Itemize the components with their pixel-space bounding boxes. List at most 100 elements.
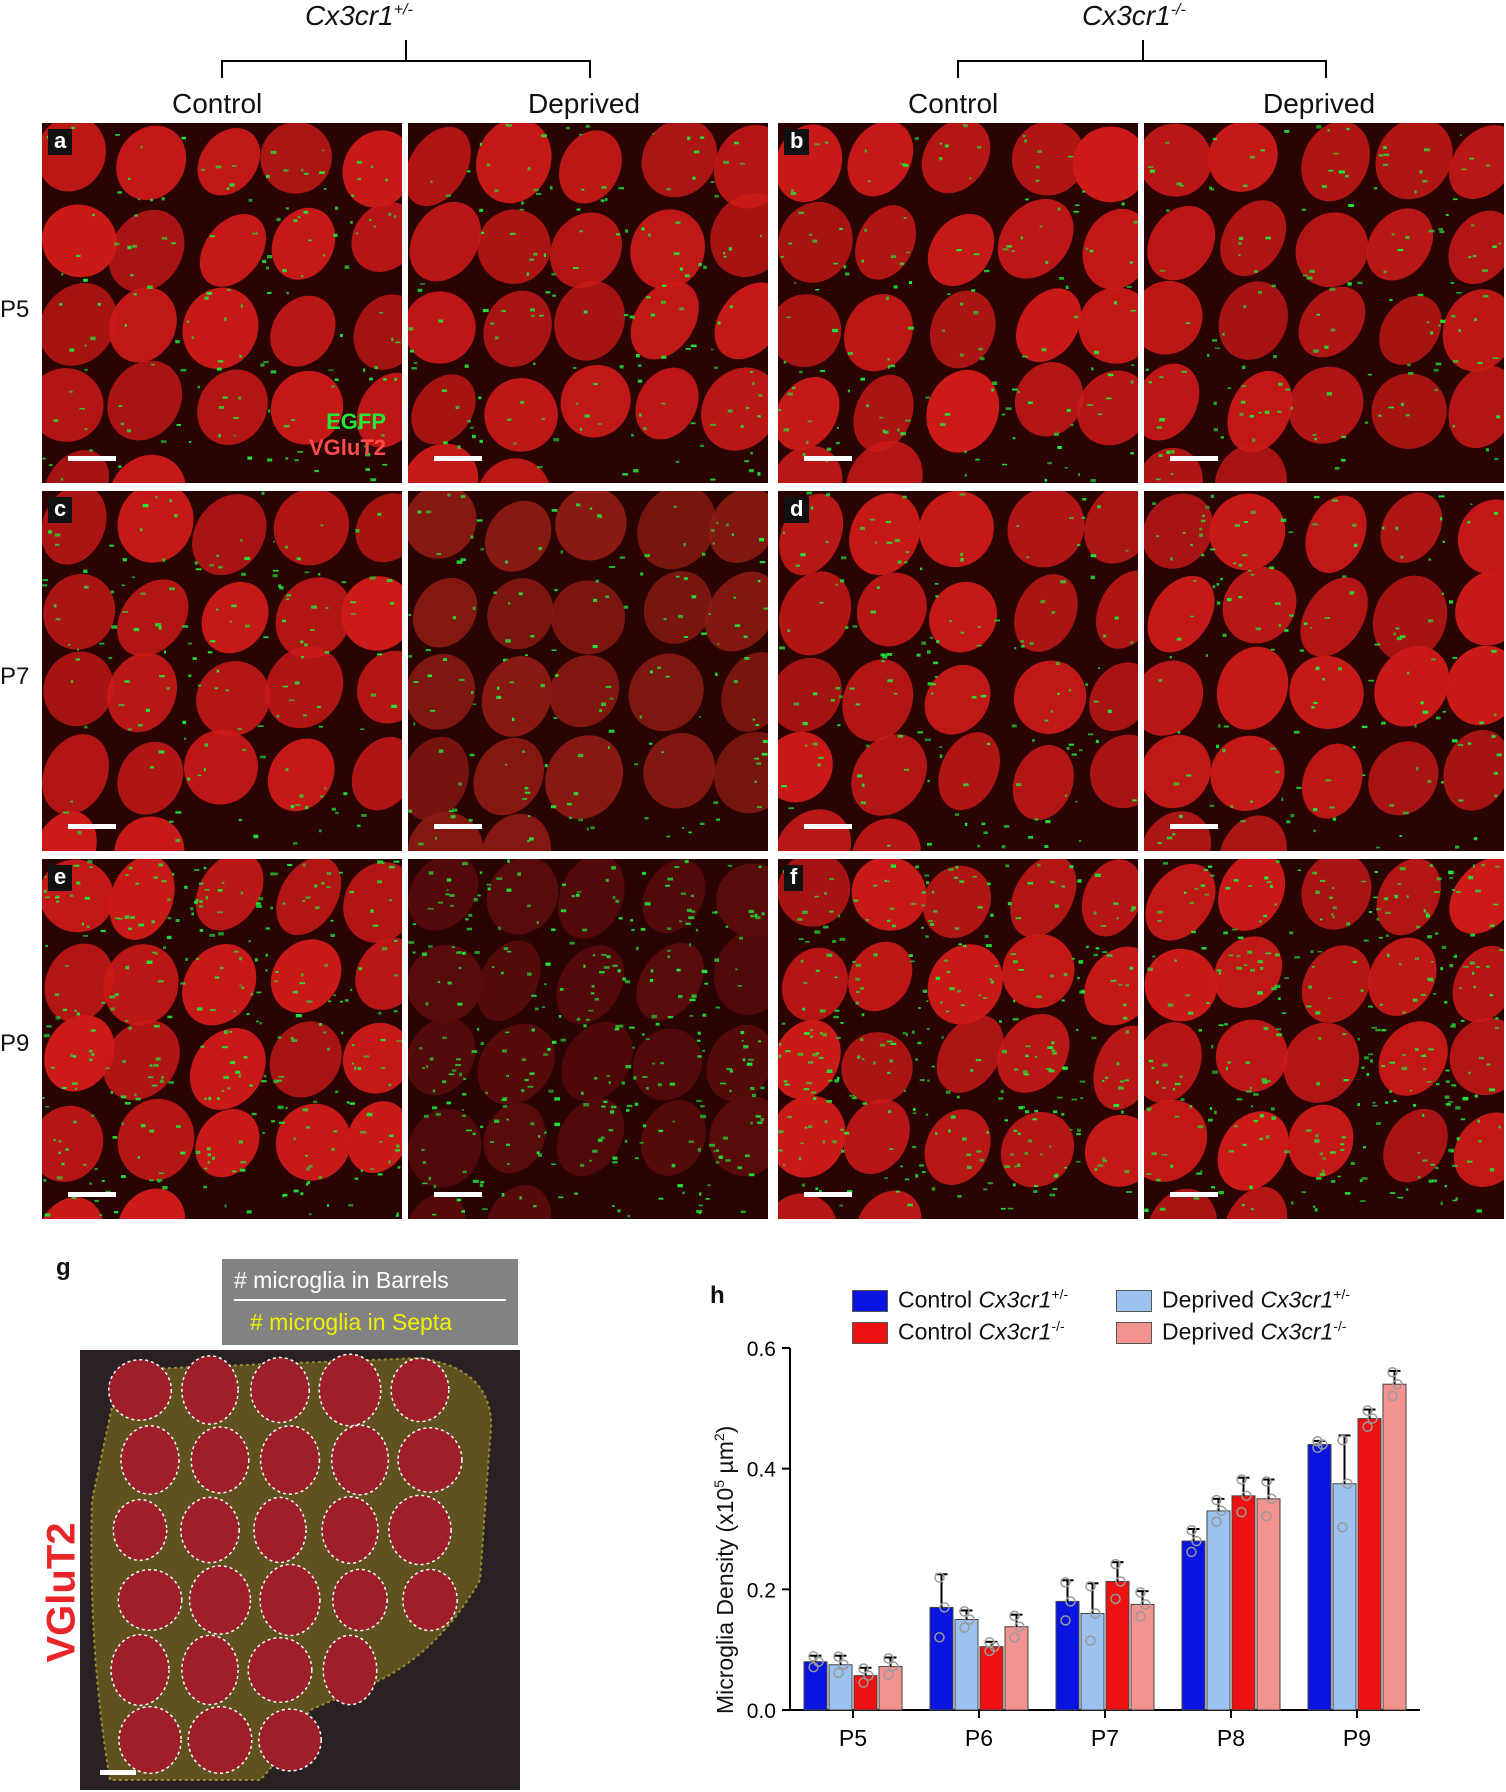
microglia-speck	[526, 272, 529, 276]
microglia-speck	[957, 989, 961, 993]
microglia-speck	[128, 1026, 132, 1030]
microglia-speck	[577, 753, 584, 758]
microglia-speck	[862, 1102, 868, 1105]
barrel-shape	[408, 443, 479, 483]
barrel-shape	[1144, 734, 1212, 809]
microglia-speck	[1212, 1070, 1218, 1074]
microglia-speck	[260, 755, 266, 759]
microglia-speck	[91, 1053, 95, 1056]
genotype-het-header: Cx3cr1+/-	[305, 0, 413, 31]
microglia-speck	[725, 1159, 731, 1162]
microglia-speck	[1431, 961, 1434, 963]
microglia-speck	[1375, 908, 1381, 911]
microglia-speck	[333, 1130, 338, 1133]
microglia-speck	[675, 575, 680, 578]
microglia-speck	[684, 274, 690, 278]
microglia-speck	[1130, 452, 1134, 455]
microglia-speck	[253, 834, 259, 839]
microglia-speck	[1071, 753, 1077, 756]
microglia-speck	[1468, 875, 1474, 880]
microglia-speck	[413, 681, 419, 683]
microglia-speck	[1236, 966, 1242, 970]
microglia-speck	[712, 542, 715, 545]
barrel-shape	[1449, 125, 1504, 199]
microglia-speck	[606, 1075, 611, 1077]
microglia-speck	[1486, 965, 1490, 968]
microglia-speck	[1062, 1066, 1068, 1070]
microglia-speck	[825, 460, 829, 463]
microglia-speck	[1172, 1088, 1176, 1091]
microglia-speck	[524, 791, 531, 794]
microglia-speck	[1216, 969, 1222, 972]
microglia-speck	[217, 911, 224, 914]
microglia-speck	[1271, 1116, 1276, 1120]
barrel-shape	[103, 944, 179, 1026]
microglia-speck	[1052, 1110, 1058, 1114]
microglia-speck	[319, 1023, 322, 1026]
microglia-speck	[1428, 1048, 1434, 1051]
microglia-speck	[149, 766, 155, 769]
microglia-speck	[470, 535, 474, 539]
microglia-speck	[1218, 971, 1221, 975]
microglia-speck	[1085, 247, 1088, 251]
microglia-speck	[579, 230, 583, 233]
microglia-speck	[1029, 642, 1034, 646]
microglia-speck	[224, 1204, 227, 1208]
microglia-speck	[701, 969, 708, 974]
microglia-speck	[1435, 1166, 1439, 1170]
microglia-speck	[356, 824, 361, 827]
microglia-speck	[778, 1054, 782, 1058]
microglia-speck	[132, 244, 137, 248]
microglia-speck	[318, 725, 323, 728]
microglia-speck	[127, 177, 131, 180]
microglia-speck	[212, 1156, 215, 1160]
microglia-speck	[1243, 521, 1248, 523]
scale-bar	[804, 1192, 852, 1197]
microglia-speck	[839, 1204, 844, 1207]
microglia-speck	[1211, 1045, 1214, 1049]
legend-label-control-ko: Control Cx3cr1-/-	[898, 1318, 1065, 1345]
microglia-speck	[1451, 739, 1458, 743]
microglia-speck	[1472, 254, 1477, 258]
microglia-speck	[688, 1140, 694, 1143]
microglia-speck	[54, 993, 60, 996]
microglia-speck	[487, 887, 491, 891]
microglia-speck	[1442, 710, 1446, 713]
microglia-speck	[1102, 1079, 1105, 1082]
microglia-speck	[583, 1103, 590, 1107]
microglia-speck	[408, 327, 414, 331]
microglia-speck	[460, 558, 466, 562]
microglia-speck	[970, 1069, 974, 1072]
microglia-speck	[270, 370, 277, 374]
microglia-speck	[1208, 865, 1213, 868]
microglia-speck	[1049, 1145, 1052, 1148]
microglia-speck	[624, 1139, 628, 1143]
microglia-speck	[698, 262, 702, 267]
microglia-speck	[527, 815, 531, 818]
microglia-speck	[917, 1041, 922, 1045]
microglia-speck	[1107, 373, 1114, 377]
microglia-speck	[782, 531, 785, 534]
microglia-speck	[1091, 367, 1094, 371]
microglia-speck	[1496, 753, 1502, 757]
barrel-shape	[554, 281, 625, 361]
microglia-speck	[1270, 648, 1275, 651]
microglia-speck	[1181, 370, 1188, 373]
microglia-speck	[554, 589, 558, 592]
microglia-speck	[1317, 950, 1323, 953]
microglia-speck	[302, 1108, 309, 1112]
microglia-speck	[1461, 168, 1467, 171]
microglia-speck	[1236, 955, 1241, 957]
microglia-speck	[560, 909, 567, 913]
barrel-shape	[408, 491, 477, 559]
microglia-speck	[625, 980, 631, 984]
microglia-speck	[204, 743, 208, 747]
microglia-speck	[1082, 190, 1086, 193]
barrel-shape	[1289, 655, 1364, 730]
microglia-speck	[472, 1132, 476, 1135]
microglia-speck	[121, 584, 126, 587]
microglia-speck	[257, 725, 264, 727]
barrel-shape	[1208, 123, 1278, 192]
barrel-shape	[841, 1032, 913, 1104]
microglia-speck	[396, 1040, 402, 1042]
